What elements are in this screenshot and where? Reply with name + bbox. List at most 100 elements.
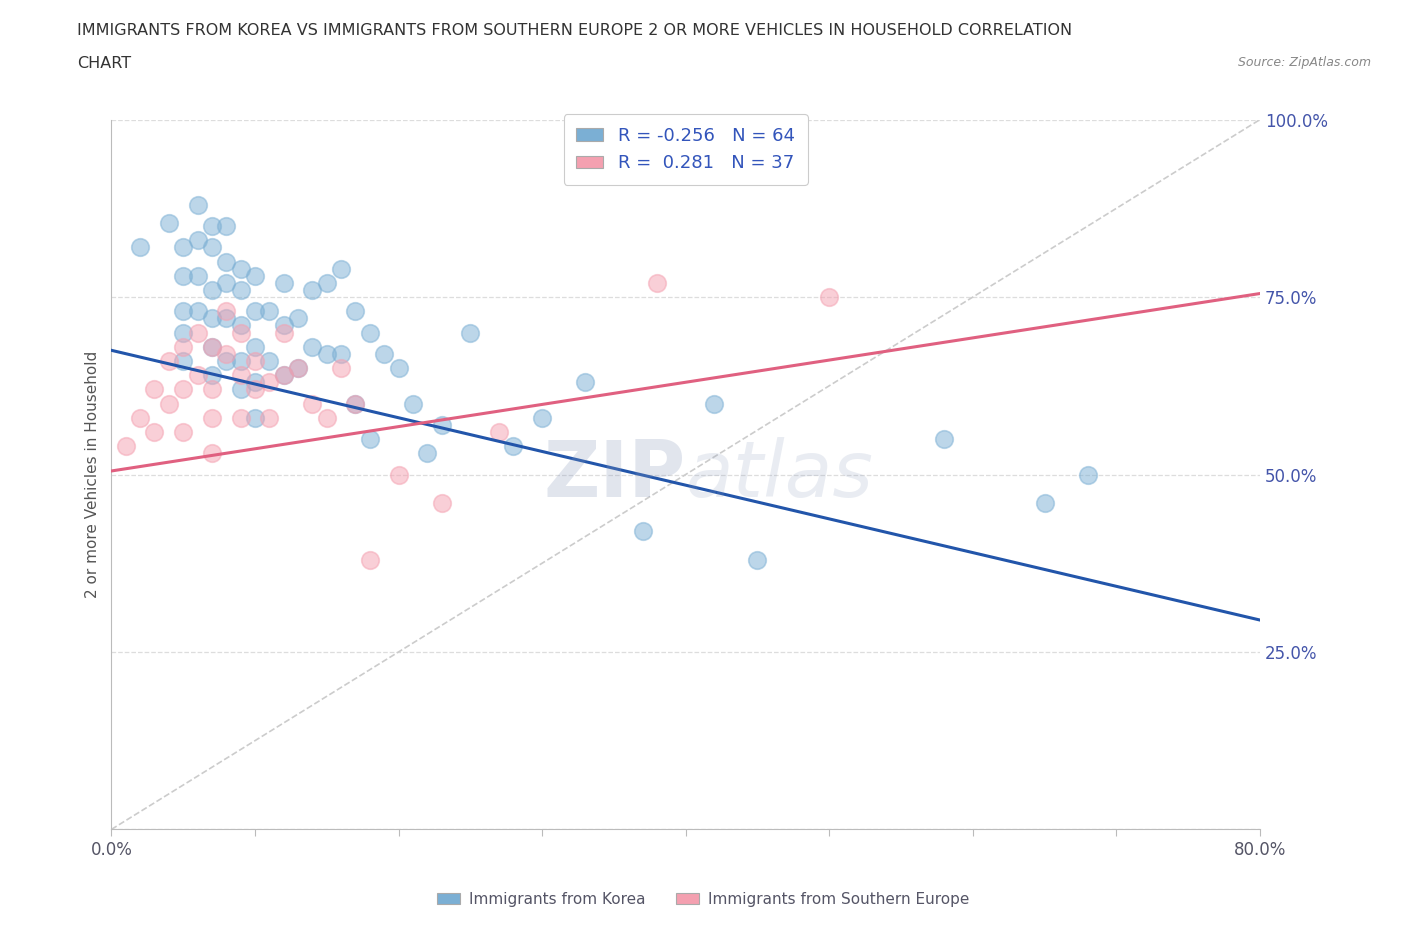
Point	[1033, 496, 1056, 511]
Point	[243, 375, 266, 390]
Point	[243, 269, 266, 284]
Point	[229, 382, 252, 397]
Point	[243, 410, 266, 425]
Point	[344, 304, 367, 319]
Point	[243, 304, 266, 319]
Point	[172, 269, 194, 284]
Point	[229, 283, 252, 298]
Point	[201, 339, 224, 354]
Point	[330, 261, 353, 276]
Point	[645, 275, 668, 290]
Point	[301, 283, 323, 298]
Point	[187, 304, 209, 319]
Point	[187, 232, 209, 247]
Point	[344, 396, 367, 411]
Y-axis label: 2 or more Vehicles in Household: 2 or more Vehicles in Household	[86, 351, 100, 598]
Point	[703, 396, 725, 411]
Point	[574, 375, 596, 390]
Point	[344, 396, 367, 411]
Point	[172, 353, 194, 368]
Point	[229, 410, 252, 425]
Point	[229, 318, 252, 333]
Point	[114, 439, 136, 454]
Point	[287, 361, 309, 376]
Point	[229, 261, 252, 276]
Text: CHART: CHART	[77, 56, 131, 71]
Point	[201, 445, 224, 460]
Point	[229, 353, 252, 368]
Text: Source: ZipAtlas.com: Source: ZipAtlas.com	[1237, 56, 1371, 69]
Point	[259, 304, 281, 319]
Point	[201, 410, 224, 425]
Point	[172, 424, 194, 439]
Point	[215, 353, 238, 368]
Point	[172, 382, 194, 397]
Point	[129, 240, 152, 255]
Point	[229, 326, 252, 340]
Point	[172, 339, 194, 354]
Point	[430, 496, 453, 511]
Point	[359, 432, 381, 446]
Point	[416, 445, 439, 460]
Text: IMMIGRANTS FROM KOREA VS IMMIGRANTS FROM SOUTHERN EUROPE 2 OR MORE VEHICLES IN H: IMMIGRANTS FROM KOREA VS IMMIGRANTS FROM…	[77, 23, 1073, 38]
Point	[402, 396, 425, 411]
Point	[488, 424, 510, 439]
Point	[259, 410, 281, 425]
Point	[243, 353, 266, 368]
Point	[215, 254, 238, 269]
Point	[201, 367, 224, 382]
Point	[458, 326, 481, 340]
Legend: Immigrants from Korea, Immigrants from Southern Europe: Immigrants from Korea, Immigrants from S…	[430, 886, 976, 913]
Point	[129, 410, 152, 425]
Point	[330, 347, 353, 362]
Point	[387, 467, 409, 482]
Point	[215, 311, 238, 325]
Point	[287, 361, 309, 376]
Point	[243, 382, 266, 397]
Point	[187, 197, 209, 212]
Point	[818, 289, 841, 304]
Point	[215, 275, 238, 290]
Point	[157, 215, 180, 230]
Point	[301, 396, 323, 411]
Point	[172, 304, 194, 319]
Point	[273, 367, 295, 382]
Point	[243, 339, 266, 354]
Point	[430, 418, 453, 432]
Point	[531, 410, 554, 425]
Point	[172, 240, 194, 255]
Point	[215, 304, 238, 319]
Point	[315, 347, 337, 362]
Point	[359, 326, 381, 340]
Point	[172, 326, 194, 340]
Point	[373, 347, 395, 362]
Text: ZIP: ZIP	[543, 436, 686, 512]
Point	[259, 353, 281, 368]
Point	[359, 552, 381, 567]
Point	[330, 361, 353, 376]
Point	[201, 311, 224, 325]
Point	[229, 367, 252, 382]
Point	[187, 326, 209, 340]
Point	[387, 361, 409, 376]
Point	[273, 326, 295, 340]
Point	[315, 275, 337, 290]
Point	[157, 396, 180, 411]
Point	[201, 240, 224, 255]
Point	[201, 339, 224, 354]
Point	[273, 367, 295, 382]
Point	[215, 219, 238, 233]
Point	[932, 432, 955, 446]
Point	[273, 318, 295, 333]
Point	[259, 375, 281, 390]
Point	[1077, 467, 1099, 482]
Point	[747, 552, 769, 567]
Point	[201, 283, 224, 298]
Point	[287, 311, 309, 325]
Legend: R = -0.256   N = 64, R =  0.281   N = 37: R = -0.256 N = 64, R = 0.281 N = 37	[564, 114, 807, 185]
Point	[143, 382, 166, 397]
Point	[502, 439, 524, 454]
Point	[273, 275, 295, 290]
Point	[315, 410, 337, 425]
Point	[631, 524, 654, 538]
